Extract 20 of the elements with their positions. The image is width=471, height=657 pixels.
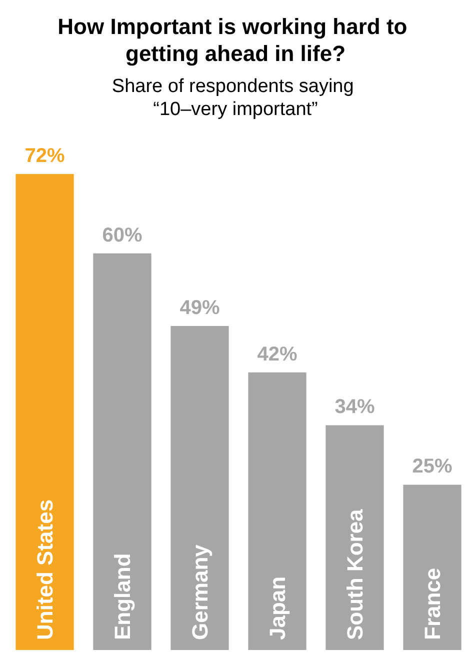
bar: [93, 253, 152, 650]
data-label: 34%: [334, 396, 375, 418]
bar: [248, 372, 306, 650]
bar: [326, 425, 384, 650]
bar: [403, 484, 462, 650]
data-label: 60%: [102, 224, 142, 246]
x-tick-label: Germany: [187, 544, 212, 640]
x-tick-label: Japan: [264, 576, 290, 640]
x-tick-label: England: [110, 553, 135, 640]
chart-subtitle: Share of respondents saying “10–very important”: [112, 76, 360, 120]
data-label: 72%: [24, 145, 65, 167]
x-tick-label: South Korea: [342, 508, 368, 640]
data-label: 42%: [257, 343, 298, 366]
chart-title: How Important is working hard to getting ahead in life?: [58, 14, 414, 66]
bar: [16, 174, 74, 650]
x-tick-label: France: [420, 568, 445, 640]
bar: [170, 326, 229, 650]
x-tick-label: United States: [32, 499, 58, 640]
data-label: 49%: [180, 297, 220, 320]
data-label: 25%: [412, 456, 452, 478]
